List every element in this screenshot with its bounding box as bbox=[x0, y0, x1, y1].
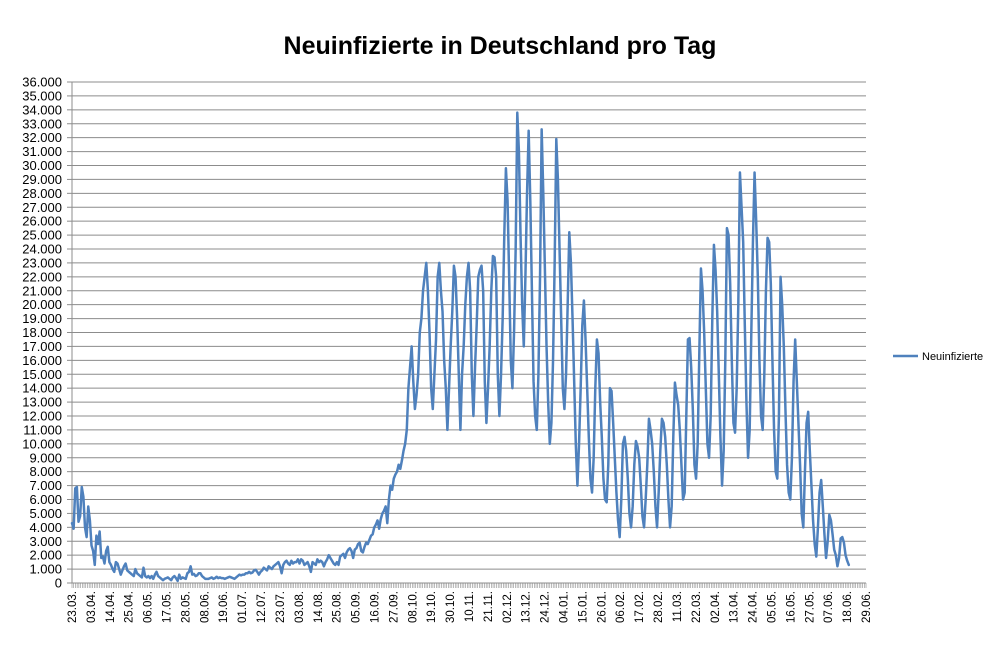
chart-title: Neuinfizierte in Deutschland pro Tag bbox=[284, 32, 717, 60]
axes bbox=[67, 81, 867, 588]
x-tick-label: 08.10. bbox=[407, 591, 419, 623]
x-tick-label: 05.05. bbox=[766, 591, 778, 623]
x-tick-label: 04.01. bbox=[559, 591, 571, 623]
x-tick-label: 10.11. bbox=[464, 591, 476, 622]
x-tick-label: 11.03. bbox=[672, 591, 684, 622]
y-tick-label: 5.000 bbox=[29, 506, 62, 521]
y-tick-label: 26.000 bbox=[22, 214, 62, 229]
x-tick-label: 27.09. bbox=[388, 591, 400, 623]
y-tick-label: 20.000 bbox=[22, 297, 62, 312]
x-tick-label: 24.04. bbox=[748, 591, 760, 623]
y-tick-label: 34.000 bbox=[22, 102, 62, 117]
y-tick-label: 22.000 bbox=[22, 269, 62, 284]
x-tick-label: 19.10. bbox=[426, 591, 438, 623]
x-tick-label: 03.08. bbox=[294, 591, 306, 623]
y-tick-label: 16.000 bbox=[22, 353, 62, 368]
y-tick-label: 25.000 bbox=[22, 228, 62, 243]
legend: Neuinfizierte bbox=[893, 351, 983, 363]
x-tick-label: 26.01. bbox=[596, 591, 608, 623]
y-tick-label: 10.000 bbox=[22, 436, 62, 451]
y-tick-label: 27.000 bbox=[22, 200, 62, 215]
y-tick-label: 28.000 bbox=[22, 186, 62, 201]
x-tick-label: 17.05. bbox=[162, 591, 174, 623]
x-tick-label: 12.07. bbox=[256, 591, 268, 623]
y-tick-label: 18.000 bbox=[22, 325, 62, 340]
x-tick-label: 18.06. bbox=[842, 591, 854, 623]
x-tick-label: 14.08. bbox=[313, 591, 325, 623]
x-tick-label: 03.04. bbox=[86, 591, 98, 623]
y-tick-label: 21.000 bbox=[22, 283, 62, 298]
x-tick-label: 28.05. bbox=[180, 591, 192, 623]
y-tick-label: 24.000 bbox=[22, 242, 62, 257]
x-tick-label: 27.05. bbox=[804, 591, 816, 623]
y-tick-label: 6.000 bbox=[29, 492, 62, 507]
y-tick-label: 14.000 bbox=[22, 381, 62, 396]
x-tick-label: 15.01. bbox=[577, 591, 589, 623]
x-tick-label: 21.11. bbox=[483, 591, 495, 622]
x-tick-label: 29.06. bbox=[861, 591, 873, 623]
y-tick-label: 29.000 bbox=[22, 172, 62, 187]
x-tick-label: 16.05. bbox=[785, 591, 797, 623]
x-tick-label: 06.05. bbox=[143, 591, 155, 623]
y-tick-label: 15.000 bbox=[22, 367, 62, 382]
y-tick-label: 36.000 bbox=[22, 75, 62, 90]
y-tick-label: 3.000 bbox=[29, 534, 62, 549]
y-tick-label: 17.000 bbox=[22, 339, 62, 354]
x-tick-label: 02.04. bbox=[710, 591, 722, 623]
y-tick-label: 19.000 bbox=[22, 311, 62, 326]
y-tick-label: 8.000 bbox=[29, 464, 62, 479]
y-tick-label: 31.000 bbox=[22, 144, 62, 159]
y-tick-label: 33.000 bbox=[22, 116, 62, 131]
x-tick-label: 06.02. bbox=[615, 591, 627, 623]
gridlines bbox=[72, 81, 866, 570]
y-axis-tick-labels: 01.0002.0003.0004.0005.0006.0007.0008.00… bbox=[22, 75, 62, 591]
x-tick-label: 24.12. bbox=[540, 591, 552, 623]
x-tick-label: 14.04. bbox=[105, 591, 117, 623]
x-tick-label: 13.04. bbox=[729, 591, 741, 623]
x-tick-label: 25.04. bbox=[124, 591, 136, 623]
y-tick-label: 9.000 bbox=[29, 450, 62, 465]
x-tick-label: 28.02. bbox=[653, 591, 665, 623]
y-tick-label: 0 bbox=[55, 576, 62, 591]
x-tick-label: 23.07. bbox=[275, 591, 287, 623]
y-tick-label: 1.000 bbox=[29, 562, 62, 577]
y-tick-label: 35.000 bbox=[22, 88, 62, 103]
y-tick-label: 7.000 bbox=[29, 478, 62, 493]
x-tick-label: 02.12. bbox=[502, 591, 514, 623]
y-tick-label: 13.000 bbox=[22, 395, 62, 410]
x-tick-label: 25.08. bbox=[332, 591, 344, 623]
x-tick-label: 19.06. bbox=[218, 591, 230, 623]
y-tick-label: 2.000 bbox=[29, 548, 62, 563]
series-layer bbox=[70, 111, 851, 583]
x-tick-label: 17.02. bbox=[634, 591, 646, 623]
x-tick-label: 07.06. bbox=[823, 591, 835, 623]
x-tick-label: 30.10. bbox=[445, 591, 457, 623]
y-tick-label: 4.000 bbox=[29, 520, 62, 535]
x-tick-label: 22.03. bbox=[691, 591, 703, 623]
y-tick-label: 11.000 bbox=[23, 422, 62, 437]
y-tick-label: 30.000 bbox=[22, 158, 62, 173]
x-axis-tick-labels: 23.03. 03.04. 14.04. 25.04. 06.05. 17.05. 28.0… bbox=[67, 591, 873, 623]
y-tick-label: 23.000 bbox=[22, 255, 62, 270]
x-tick-label: 13.12. bbox=[521, 591, 533, 623]
legend-label-neuinfizierte: Neuinfizierte bbox=[922, 351, 983, 363]
x-tick-label: 08.06. bbox=[199, 591, 211, 623]
x-tick-label: 05.09. bbox=[351, 591, 363, 623]
x-tick-label: 23.03. bbox=[67, 591, 79, 623]
y-tick-label: 12.000 bbox=[22, 409, 62, 424]
x-tick-label: 01.07. bbox=[237, 591, 249, 623]
series-line-neuinfizierte bbox=[70, 111, 851, 583]
x-tick-label: 16.09. bbox=[369, 591, 381, 623]
y-tick-label: 32.000 bbox=[22, 130, 62, 145]
